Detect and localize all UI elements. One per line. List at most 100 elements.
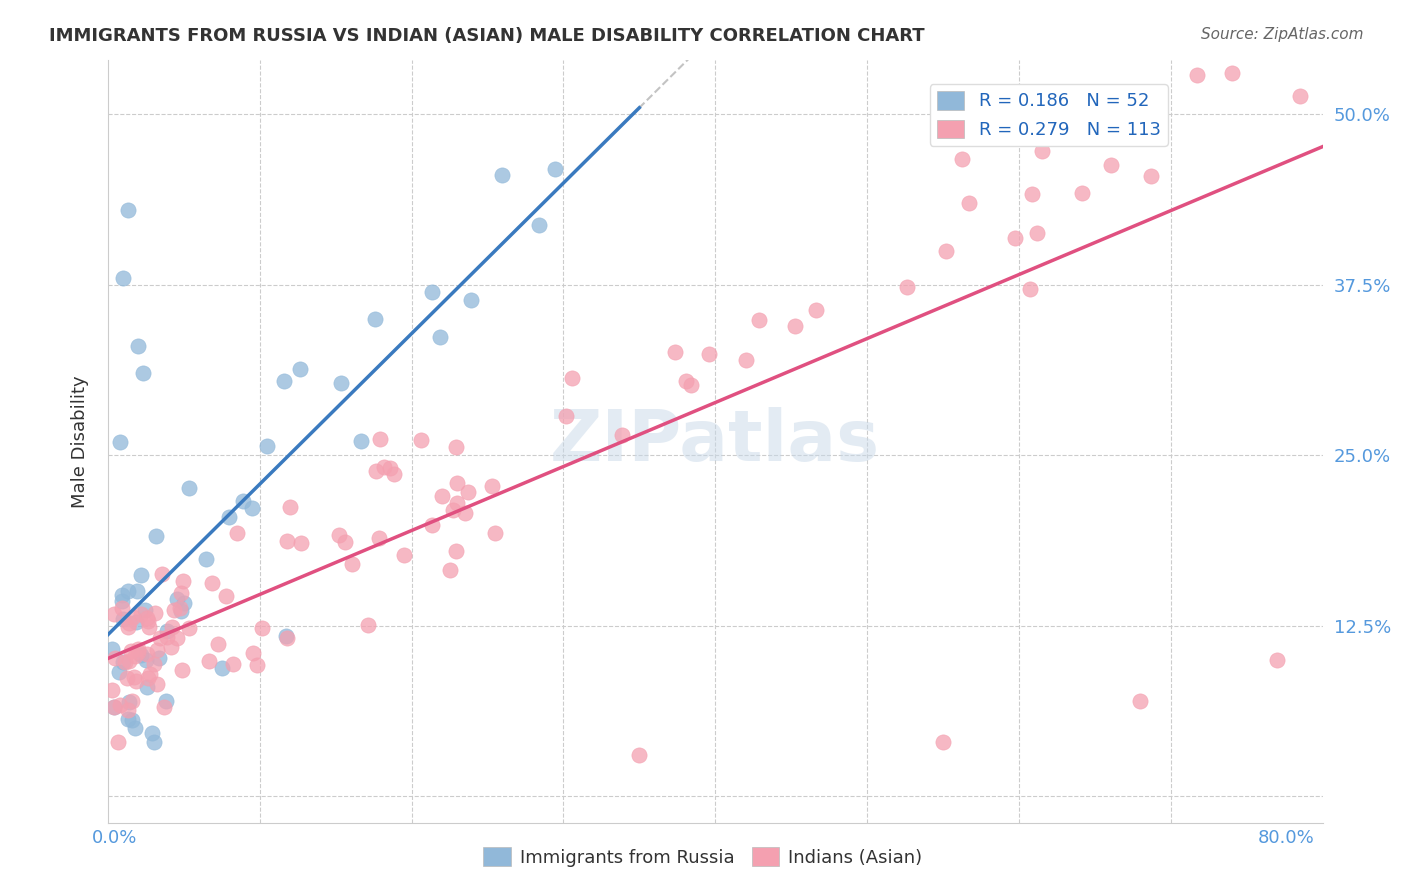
- Point: [103, 700, 125, 714]
- Legend: R = 0.186   N = 52, R = 0.279   N = 113: R = 0.186 N = 52, R = 0.279 N = 113: [929, 84, 1168, 146]
- Point: [1025, 226, 1047, 240]
- Point: [120, 644, 142, 658]
- Point: [117, 703, 139, 717]
- Point: [173, 596, 195, 610]
- Point: [153, 699, 176, 714]
- Point: [1140, 169, 1163, 183]
- Point: [274, 629, 297, 643]
- Point: [117, 202, 139, 217]
- Point: [124, 649, 146, 664]
- Point: [211, 661, 233, 675]
- Point: [148, 651, 170, 665]
- Point: [166, 631, 188, 645]
- Point: [117, 712, 139, 726]
- Point: [108, 434, 131, 449]
- Point: [273, 375, 295, 389]
- Point: [250, 621, 273, 635]
- Point: [357, 617, 380, 632]
- Point: [697, 347, 720, 361]
- Point: [373, 459, 395, 474]
- Point: [446, 475, 468, 490]
- Point: [222, 657, 245, 671]
- Point: [1222, 66, 1244, 80]
- Point: [242, 646, 264, 660]
- Point: [1071, 186, 1094, 201]
- Point: [170, 663, 193, 677]
- Point: [115, 671, 138, 685]
- Point: [446, 544, 468, 558]
- Point: [1004, 231, 1026, 245]
- Point: [141, 725, 163, 739]
- Point: [114, 655, 136, 669]
- Point: [156, 624, 179, 639]
- Point: [112, 612, 135, 626]
- Point: [748, 313, 770, 327]
- Point: [1021, 186, 1043, 201]
- Point: [457, 485, 479, 500]
- Point: [135, 653, 157, 667]
- Point: [681, 378, 703, 392]
- Point: [446, 440, 468, 454]
- Point: [139, 667, 162, 681]
- Point: [121, 713, 143, 727]
- Point: [328, 528, 350, 542]
- Point: [1019, 282, 1042, 296]
- Point: [103, 699, 125, 714]
- Point: [107, 735, 129, 749]
- Point: [1265, 653, 1288, 667]
- Point: [329, 376, 352, 390]
- Point: [804, 303, 827, 318]
- Point: [169, 604, 191, 618]
- Point: [207, 637, 229, 651]
- Point: [460, 293, 482, 307]
- Point: [131, 607, 153, 621]
- Point: [118, 615, 141, 630]
- Point: [276, 533, 298, 548]
- Point: [111, 655, 134, 669]
- Point: [170, 586, 193, 600]
- Point: [127, 583, 149, 598]
- Point: [110, 594, 132, 608]
- Point: [101, 641, 124, 656]
- Point: [783, 319, 806, 334]
- Point: [129, 648, 152, 663]
- Point: [484, 525, 506, 540]
- Point: [124, 673, 146, 688]
- Point: [446, 496, 468, 510]
- Point: [138, 620, 160, 634]
- Legend: Immigrants from Russia, Indians (Asian): Immigrants from Russia, Indians (Asian): [477, 840, 929, 874]
- Point: [136, 671, 159, 685]
- Point: [201, 575, 224, 590]
- Point: [675, 375, 697, 389]
- Point: [136, 680, 159, 694]
- Point: [135, 647, 157, 661]
- Point: [950, 152, 973, 166]
- Point: [481, 479, 503, 493]
- Point: [610, 428, 633, 442]
- Text: IMMIGRANTS FROM RUSSIA VS INDIAN (ASIAN) MALE DISABILITY CORRELATION CHART: IMMIGRANTS FROM RUSSIA VS INDIAN (ASIAN)…: [49, 27, 925, 45]
- Point: [218, 509, 240, 524]
- Point: [409, 433, 432, 447]
- Point: [453, 506, 475, 520]
- Text: 0.0%: 0.0%: [91, 829, 136, 847]
- Point: [278, 500, 301, 514]
- Point: [368, 433, 391, 447]
- Point: [172, 574, 194, 589]
- Point: [100, 683, 122, 698]
- Point: [932, 734, 955, 748]
- Point: [160, 620, 183, 634]
- Point: [146, 677, 169, 691]
- Point: [225, 526, 247, 541]
- Point: [108, 698, 131, 713]
- Point: [136, 615, 159, 629]
- Point: [1185, 68, 1208, 82]
- Point: [145, 606, 167, 620]
- Point: [382, 467, 405, 482]
- Point: [127, 642, 149, 657]
- Point: [143, 657, 166, 671]
- Point: [169, 601, 191, 615]
- Point: [246, 657, 269, 672]
- Point: [441, 503, 464, 517]
- Point: [117, 584, 139, 599]
- Point: [214, 590, 236, 604]
